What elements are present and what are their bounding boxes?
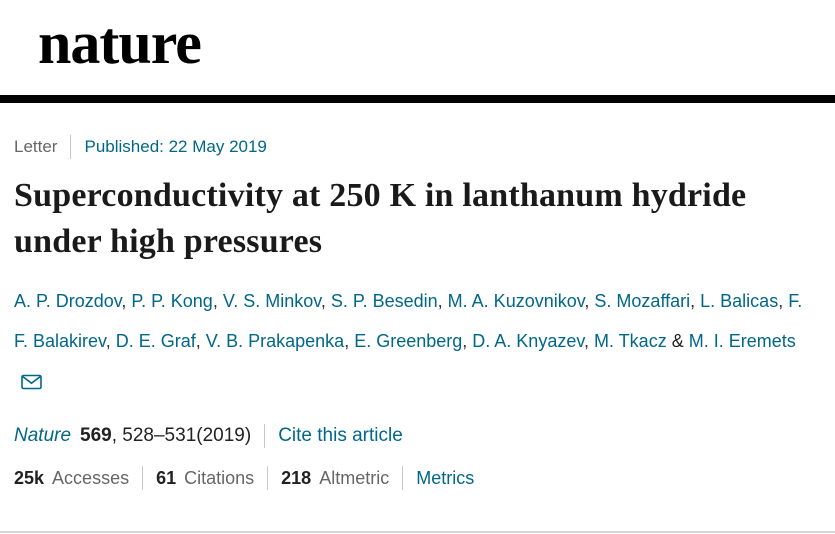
comma-separator: ,	[584, 331, 595, 352]
article-header-content: Letter Published: 22 May 2019 Supercondu…	[0, 135, 835, 491]
masthead: nature	[0, 0, 835, 75]
author-link[interactable]: V. B. Prakapenka	[205, 331, 345, 352]
comma-separator: ,	[344, 331, 355, 352]
metrics-link[interactable]: Metrics	[416, 467, 475, 488]
author-list: A. P. Drozdov, P. P. Kong, V. S. Minkov,…	[14, 291, 802, 352]
bottom-rule	[0, 531, 835, 533]
metric-label: Citations	[184, 467, 255, 488]
author-link[interactable]: A. P. Drozdov	[14, 290, 122, 311]
authors-paragraph: A. P. Drozdov, P. P. Kong, V. S. Minkov,…	[14, 281, 815, 403]
comma-separator: ,	[462, 331, 473, 352]
pages-text: , 528–531(2019)	[111, 425, 252, 447]
author-link[interactable]: S. Mozaffari	[594, 290, 691, 311]
author-link[interactable]: V. S. Minkov	[222, 290, 321, 311]
metric-label: Accesses	[52, 467, 130, 488]
header-rule	[0, 95, 835, 103]
comma-separator: ,	[121, 290, 132, 311]
author-link[interactable]: L. Balicas	[700, 290, 779, 311]
metric-citations: 61 Citations	[156, 468, 254, 489]
nature-logo[interactable]: nature	[38, 10, 202, 76]
author-link[interactable]: M. I. Eremets	[688, 331, 796, 352]
comma-separator: ,	[778, 290, 789, 311]
citation-row: Nature 569 , 528–531(2019) Cite this art…	[14, 424, 815, 449]
metric-accesses: 25k Accesses	[14, 468, 129, 489]
published-date: Published: 22 May 2019	[84, 137, 267, 156]
author-link[interactable]: D. E. Graf	[115, 331, 196, 352]
comma-separator: ,	[584, 290, 595, 311]
ampersand-separator: &	[666, 331, 689, 352]
comma-separator: ,	[690, 290, 701, 311]
metric-label: Altmetric	[319, 467, 390, 488]
divider	[70, 135, 72, 159]
author-link[interactable]: M. A. Kuzovnikov	[447, 290, 585, 311]
cite-this-article-link[interactable]: Cite this article	[278, 425, 403, 447]
author-link[interactable]: E. Greenberg	[354, 331, 463, 352]
comma-separator: ,	[437, 290, 448, 311]
metric-value: 218	[281, 467, 312, 488]
metric-value: 25k	[14, 467, 45, 488]
metrics-row: 25k Accesses 61 Citations 218 Altmetric …	[14, 466, 815, 491]
envelope-icon[interactable]	[21, 372, 42, 392]
volume-number: 569	[80, 425, 112, 447]
author-link[interactable]: M. Tkacz	[594, 331, 667, 352]
article-type-label: Letter	[14, 137, 58, 156]
journal-name-link[interactable]: Nature	[14, 425, 72, 447]
comma-separator: ,	[195, 331, 206, 352]
author-link[interactable]: F. F. Balakirev	[14, 290, 803, 352]
comma-separator: ,	[212, 290, 223, 311]
author-link[interactable]: D. A. Knyazev	[472, 331, 584, 352]
metric-value: 61	[156, 467, 177, 488]
article-title: Superconductivity at 250 K in lanthanum …	[14, 177, 747, 260]
comma-separator: ,	[320, 290, 331, 311]
author-link[interactable]: S. P. Besedin	[330, 290, 438, 311]
divider	[402, 466, 404, 491]
divider	[264, 424, 266, 449]
comma-separator: ,	[105, 331, 116, 352]
meta-row: Letter Published: 22 May 2019	[14, 135, 815, 159]
divider	[142, 466, 144, 491]
divider	[267, 466, 269, 491]
metric-altmetric: 218 Altmetric	[281, 468, 389, 489]
author-link[interactable]: P. P. Kong	[131, 290, 213, 311]
